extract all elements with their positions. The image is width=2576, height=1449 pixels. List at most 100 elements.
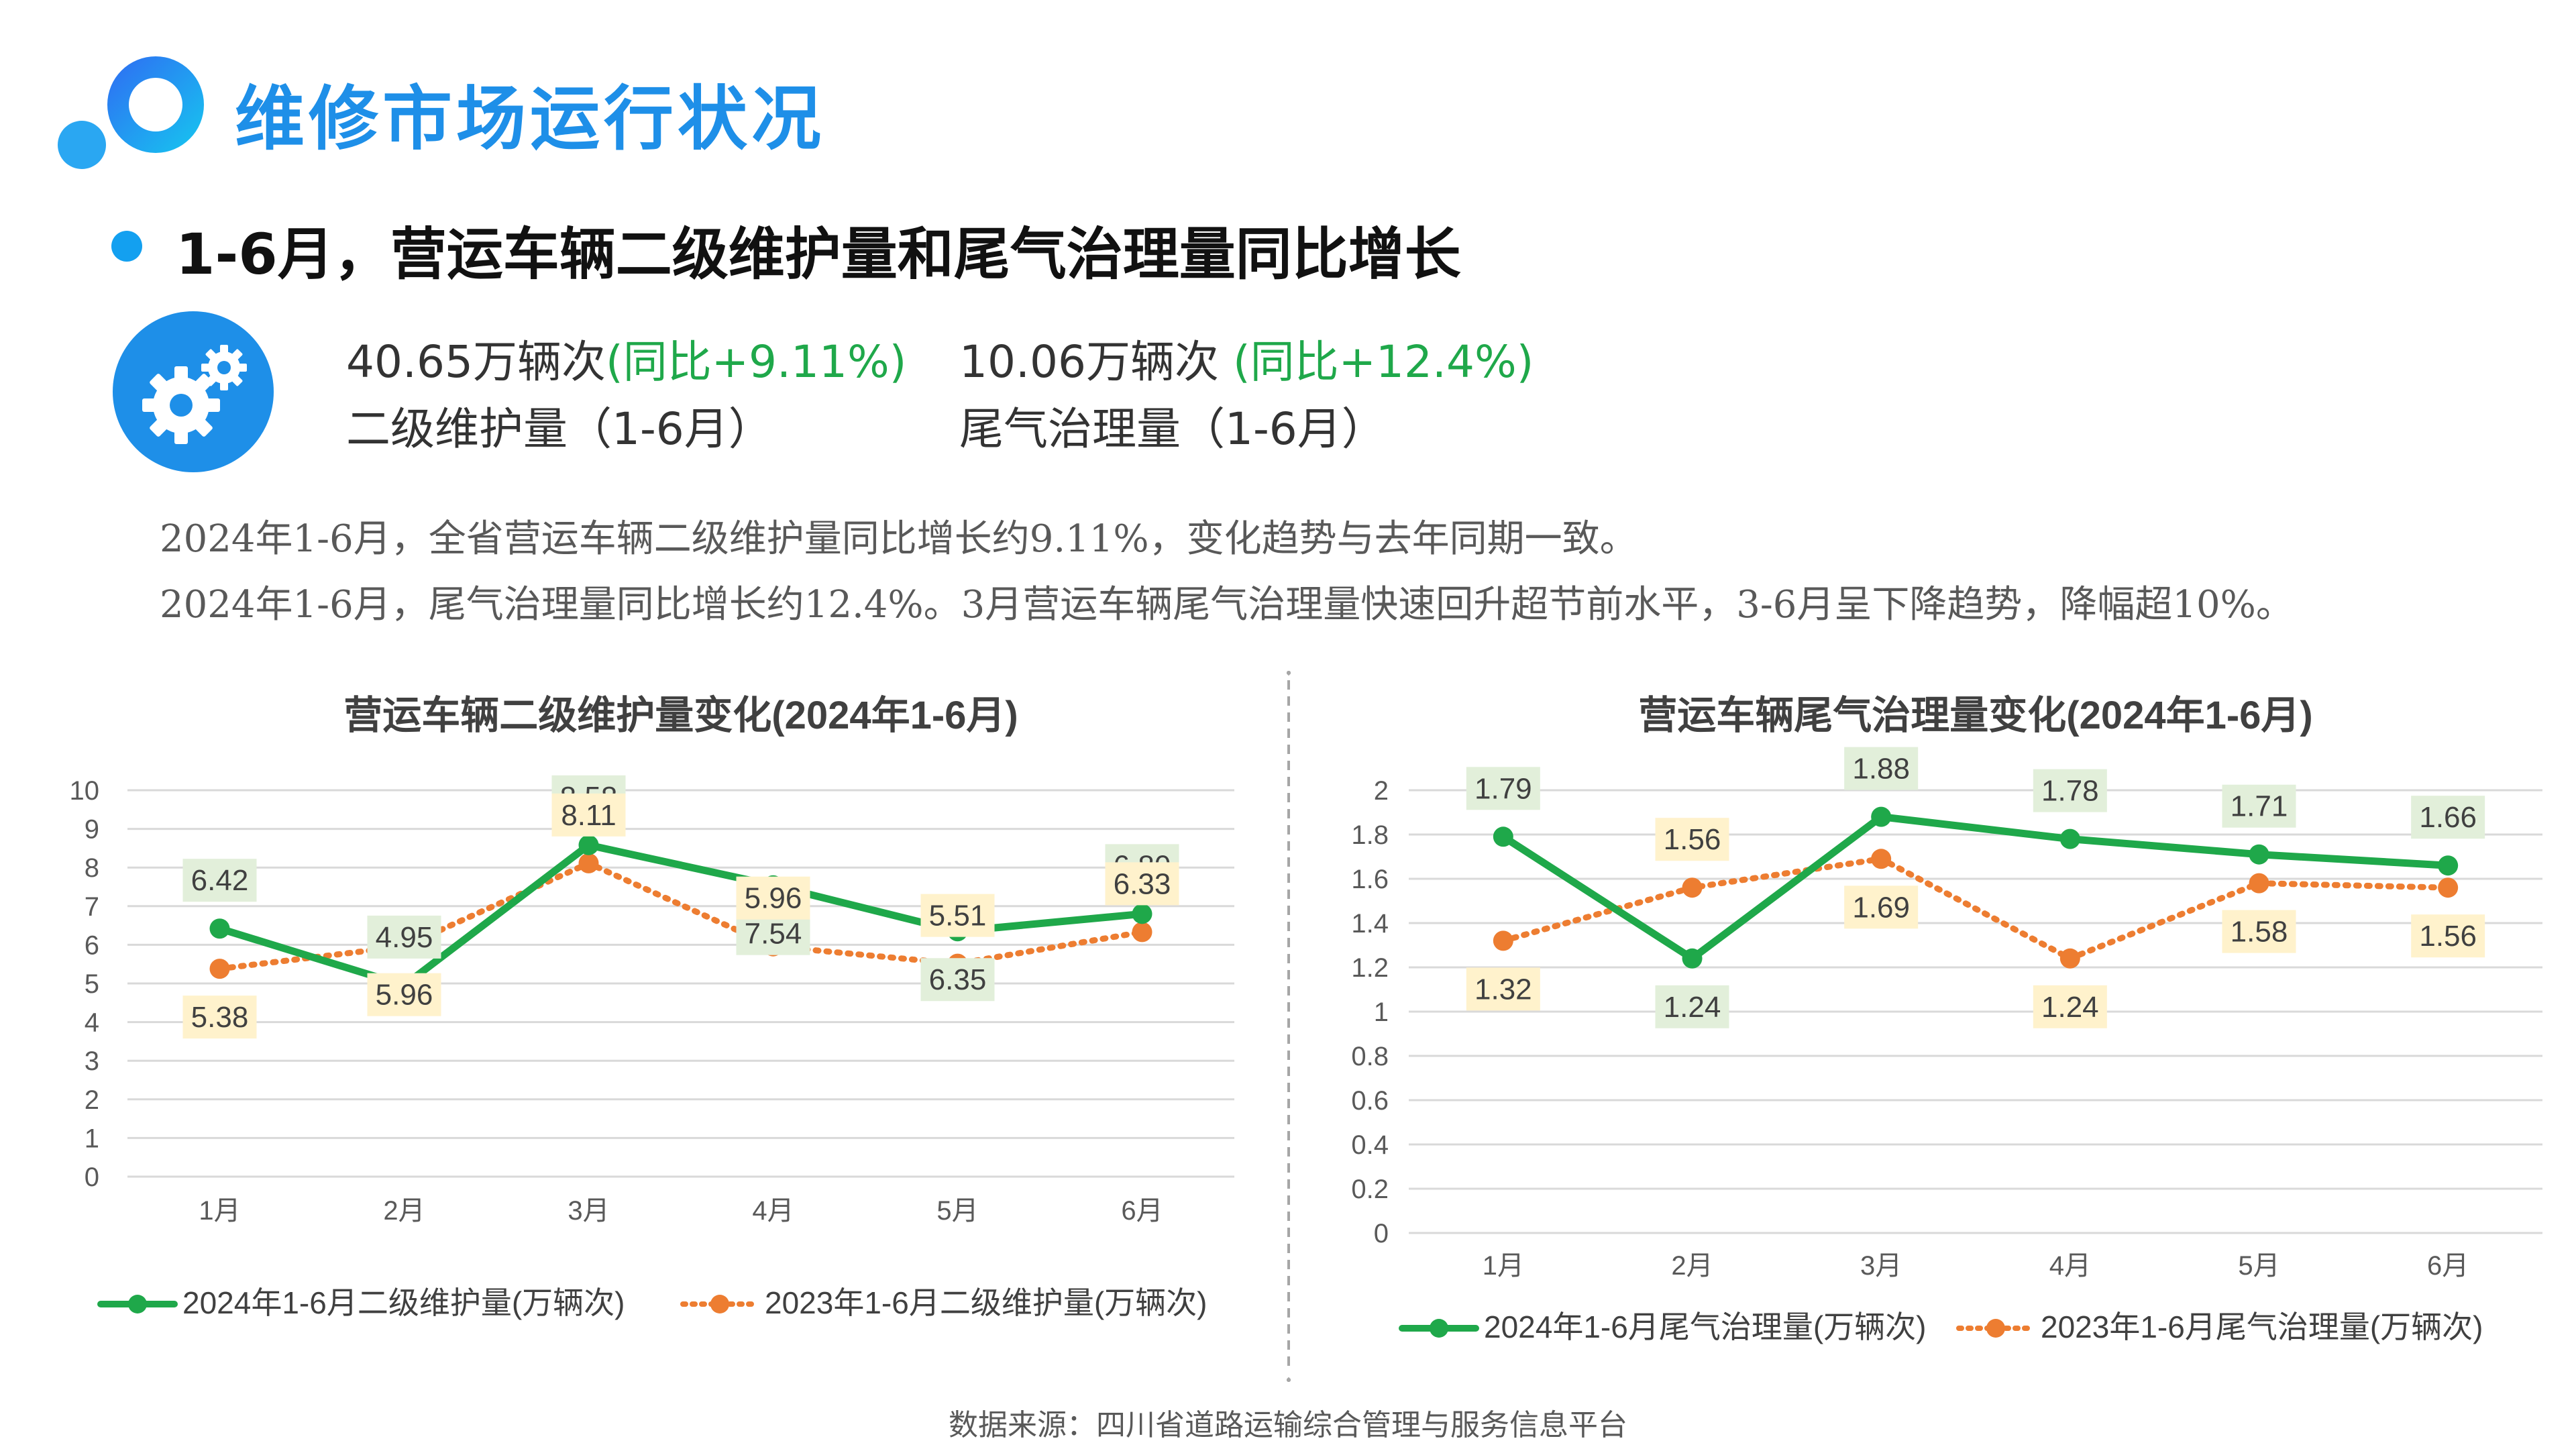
kpi-maintenance-value: 40.65万辆次(同比+9.11%) — [346, 326, 906, 390]
data-label-bg — [2411, 796, 2485, 839]
chart-title: 营运车辆尾气治理量变化(2024年1-6月) — [1638, 694, 2313, 737]
y-tick-label: 0 — [85, 1163, 99, 1192]
y-tick-label: 1.6 — [1351, 865, 1389, 894]
data-source-note: 数据来源：四川省道路运输综合管理与服务信息平台 — [949, 1408, 1627, 1442]
data-label-bg — [182, 859, 257, 902]
y-tick-label: 0.4 — [1351, 1130, 1389, 1160]
data-label-bg — [920, 958, 995, 1002]
y-tick-label: 1.8 — [1351, 820, 1389, 850]
y-tick-label: 9 — [85, 815, 99, 845]
bullet-dot-icon — [111, 231, 142, 262]
headline: 1-6月，营运车辆二级维护量和尾气治理量同比增长 — [176, 221, 1461, 287]
legend-label: 2024年1-6月尾气治理量(万辆次) — [1484, 1309, 1926, 1344]
data-point — [1132, 922, 1152, 943]
data-label-bg — [1844, 885, 1919, 929]
data-label: 7.54 — [745, 918, 802, 951]
data-label: 1.56 — [1664, 823, 1721, 856]
data-label: 1.78 — [2041, 775, 2099, 808]
kpi-exhaust-label: 尾气治理量（1-6月） — [959, 403, 1386, 455]
legend-label: 2023年1-6月尾气治理量(万辆次) — [2041, 1309, 2483, 1344]
data-point — [578, 835, 599, 855]
x-tick-label: 6月 — [2427, 1251, 2469, 1281]
circle-logo-icon — [58, 56, 204, 169]
x-tick-label: 3月 — [1860, 1251, 1902, 1281]
legend-label: 2023年1-6月二级维护量(万辆次) — [765, 1285, 1207, 1320]
data-label: 1.79 — [1474, 772, 1532, 805]
chart-divider — [1287, 671, 1291, 1382]
data-label: 1.32 — [1474, 973, 1532, 1006]
chart-title: 营运车辆二级维护量变化(2024年1-6月) — [343, 694, 1018, 737]
data-label: 1.88 — [1852, 753, 1910, 786]
series-line — [1499, 813, 2452, 963]
legend-marker — [1986, 1319, 2005, 1338]
data-label-bg — [1466, 767, 1540, 810]
data-label: 5.96 — [376, 979, 433, 1012]
data-label-bg — [182, 996, 257, 1039]
kpi-maintenance-label: 二级维护量（1-6月） — [346, 403, 773, 455]
data-label-bg — [551, 793, 626, 837]
data-label-bg — [367, 973, 441, 1016]
legend-marker — [1430, 1319, 1448, 1338]
data-point — [2249, 844, 2269, 865]
data-point — [1682, 877, 1703, 898]
data-label-bg — [2222, 910, 2296, 953]
x-tick-label: 1月 — [199, 1196, 240, 1226]
data-label: 5.51 — [929, 900, 987, 932]
y-tick-label: 7 — [85, 892, 99, 922]
x-tick-label: 5月 — [936, 1196, 978, 1226]
data-label-bg — [1105, 862, 1179, 906]
kpi-value: 10.06万辆次 — [959, 336, 1233, 388]
y-tick-label: 2 — [85, 1085, 99, 1115]
data-label-bg — [2411, 914, 2485, 958]
data-label: 1.66 — [2419, 801, 2477, 834]
kpi-yoy: (同比+12.4%) — [1232, 336, 1534, 388]
data-label-bg — [1844, 747, 1919, 790]
x-tick-label: 2月 — [383, 1196, 425, 1226]
data-point — [2438, 855, 2459, 876]
data-point — [2438, 877, 2459, 898]
data-label: 8.11 — [561, 799, 616, 832]
y-tick-label: 0.2 — [1351, 1175, 1389, 1204]
data-label: 1.56 — [2419, 920, 2477, 953]
data-point — [1871, 806, 1892, 827]
data-label-bg — [1655, 818, 1729, 861]
legend-label: 2024年1-6月二级维护量(万辆次) — [182, 1285, 625, 1320]
data-label: 6.33 — [1114, 867, 1171, 900]
legend-marker — [710, 1295, 729, 1313]
data-point — [209, 959, 230, 979]
data-label-bg — [2033, 769, 2107, 812]
data-label: 1.69 — [1852, 891, 1910, 924]
y-tick-label: 8 — [85, 853, 99, 883]
x-tick-label: 5月 — [2238, 1251, 2279, 1281]
x-tick-label: 4月 — [2049, 1251, 2091, 1281]
data-point — [2249, 873, 2269, 894]
description-line-2: 2024年1-6月，尾气治理量同比增长约12.4%。3月营运车辆尾气治理量快速回… — [160, 583, 2294, 627]
series-line — [1500, 855, 2451, 962]
data-point — [1493, 826, 1513, 847]
data-label: 1.24 — [1664, 991, 1721, 1024]
data-label-bg — [1655, 985, 1729, 1028]
data-label: 1.58 — [2231, 916, 2288, 949]
data-label: 6.42 — [191, 864, 249, 897]
data-label-bg — [2222, 784, 2296, 828]
data-point — [2059, 828, 2080, 849]
kpi-exhaust-value: 10.06万辆次 (同比+12.4%) — [959, 326, 1534, 390]
data-point — [1682, 948, 1703, 969]
y-tick-label: 1.2 — [1351, 953, 1389, 983]
chart-1: 营运车辆二级维护量变化(2024年1-6月) 0 1 2 3 4 5 6 7 8 9 10 1月 2月 3月… — [70, 694, 1234, 1320]
x-tick-label: 3月 — [568, 1196, 609, 1226]
data-point — [2059, 948, 2080, 969]
series-line — [216, 841, 1146, 989]
data-point — [578, 853, 599, 873]
y-tick-label: 3 — [85, 1046, 99, 1076]
x-tick-label: 2月 — [1671, 1251, 1713, 1281]
y-tick-label: 0 — [1374, 1219, 1389, 1248]
y-tick-label: 2 — [1374, 776, 1389, 806]
y-tick-label: 10 — [70, 776, 100, 806]
x-tick-label: 6月 — [1121, 1196, 1163, 1226]
data-label: 4.95 — [376, 921, 433, 954]
y-tick-label: 1 — [85, 1124, 99, 1153]
data-label-bg — [1466, 967, 1540, 1011]
legend-marker — [128, 1295, 147, 1313]
